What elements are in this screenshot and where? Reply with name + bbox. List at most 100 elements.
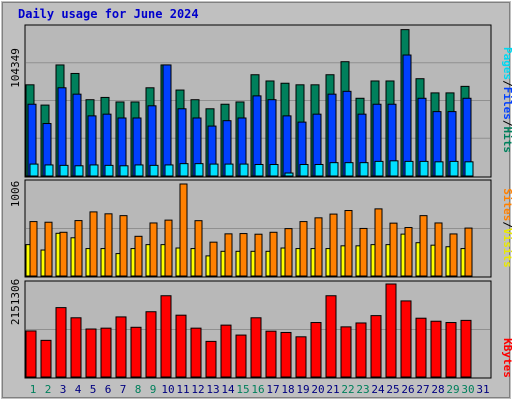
kbytes-bar <box>190 327 202 378</box>
day-label: 25 <box>386 383 399 396</box>
sites-bar <box>464 227 473 277</box>
kbytes-bar <box>160 295 172 378</box>
sites-bar <box>89 211 98 277</box>
sites-bar <box>314 217 323 277</box>
day-label: 30 <box>461 383 474 396</box>
sites-bar <box>449 233 458 277</box>
legend-sep3: / <box>501 221 512 228</box>
sites-bar <box>299 221 308 277</box>
bars-hits-files-pages <box>25 29 490 177</box>
max-label-hits: 104349 <box>9 48 22 88</box>
kbytes-bar <box>40 339 52 378</box>
day-label: 16 <box>251 383 264 396</box>
sites-bar <box>164 219 173 277</box>
kbytes-bar <box>280 331 292 378</box>
kbytes-bar <box>325 295 337 378</box>
pages-bar <box>74 165 84 177</box>
pages-bar <box>254 164 264 177</box>
pages-bar <box>194 163 204 177</box>
kbytes-bar <box>205 340 217 378</box>
kbytes-bar <box>70 317 82 378</box>
files-bar <box>162 64 172 177</box>
files-bar <box>402 54 412 177</box>
day-label: 8 <box>135 383 142 396</box>
sites-bar <box>149 222 158 277</box>
pages-bar <box>449 160 459 177</box>
sites-bar <box>224 233 233 277</box>
sites-bar <box>434 222 443 277</box>
pages-bar <box>209 163 219 177</box>
bars-kbytes <box>25 283 490 378</box>
day-label: 5 <box>90 383 97 396</box>
pages-bar <box>389 160 399 177</box>
kbytes-bar <box>85 328 97 378</box>
sites-bar <box>119 215 128 277</box>
day-label: 28 <box>431 383 444 396</box>
pages-bar <box>179 163 189 177</box>
kbytes-bar <box>445 322 457 378</box>
files-bar <box>72 93 82 177</box>
day-label: 21 <box>326 383 339 396</box>
files-bar <box>282 115 292 177</box>
sites-bar <box>239 233 248 277</box>
day-label: 14 <box>221 383 235 396</box>
kbytes-bar <box>175 314 187 378</box>
sites-bar <box>209 241 218 277</box>
day-label: 1 <box>30 383 37 396</box>
sites-bar <box>344 210 353 277</box>
kbytes-bar <box>130 326 142 378</box>
legend-pages: Pages <box>501 47 512 80</box>
sites-bar <box>284 228 293 277</box>
legend-hits-files-pages: Pages/Files/Hits <box>501 47 512 153</box>
max-label-kbytes: 2151306 <box>9 279 22 325</box>
pages-bar <box>464 161 474 177</box>
day-label: 7 <box>120 383 127 396</box>
sites-bar <box>269 231 278 277</box>
kbytes-bar <box>250 317 262 378</box>
sites-bar <box>359 227 368 277</box>
day-label: 31 <box>476 383 489 396</box>
kbytes-bar <box>370 315 382 378</box>
chart-title: Daily usage for June 2024 <box>18 7 199 21</box>
kbytes-bar <box>235 334 247 378</box>
sites-bar <box>329 213 338 277</box>
pages-bar <box>299 164 309 177</box>
sites-bar <box>104 213 113 277</box>
pages-bar <box>359 162 369 177</box>
pages-bar <box>134 164 144 177</box>
pages-bar <box>239 163 249 177</box>
pages-bar <box>284 172 294 177</box>
pages-bar <box>104 164 114 177</box>
kbytes-bar <box>430 320 442 378</box>
day-labels: 1 2 3 4 5 6 7 8 9 10 11 12 13 14 15 16 17 18 19 20 21 22 23 24 2… <box>30 383 490 396</box>
pages-bar <box>344 162 354 177</box>
pages-bar <box>149 164 159 177</box>
day-label: 10 <box>161 383 174 396</box>
sites-bar <box>44 221 53 277</box>
day-label: 4 <box>75 383 82 396</box>
kbytes-bar <box>355 322 367 378</box>
sites-bar <box>59 231 68 277</box>
sites-bar <box>134 235 143 277</box>
kbytes-bar <box>340 326 352 378</box>
kbytes-bar <box>265 330 277 378</box>
day-label: 24 <box>371 383 385 396</box>
day-label: 26 <box>401 383 414 396</box>
legend-sites-visits: Sites/Visits <box>501 188 512 268</box>
legend-sep2: / <box>501 120 512 127</box>
day-label: 2 <box>45 383 52 396</box>
pages-bar <box>419 160 429 177</box>
sites-bar <box>194 220 203 277</box>
bars-sites-visits <box>25 183 490 277</box>
kbytes-bar <box>25 330 37 378</box>
sites-bar <box>419 215 428 277</box>
day-label: 23 <box>356 383 369 396</box>
sites-bar <box>389 222 398 277</box>
kbytes-bar <box>100 327 112 378</box>
sites-bar <box>404 227 413 277</box>
day-label: 12 <box>191 383 204 396</box>
kbytes-bar <box>220 324 232 378</box>
kbytes-bar <box>460 319 472 378</box>
pages-bar <box>224 163 234 177</box>
legend-visits: Visits <box>501 228 512 268</box>
